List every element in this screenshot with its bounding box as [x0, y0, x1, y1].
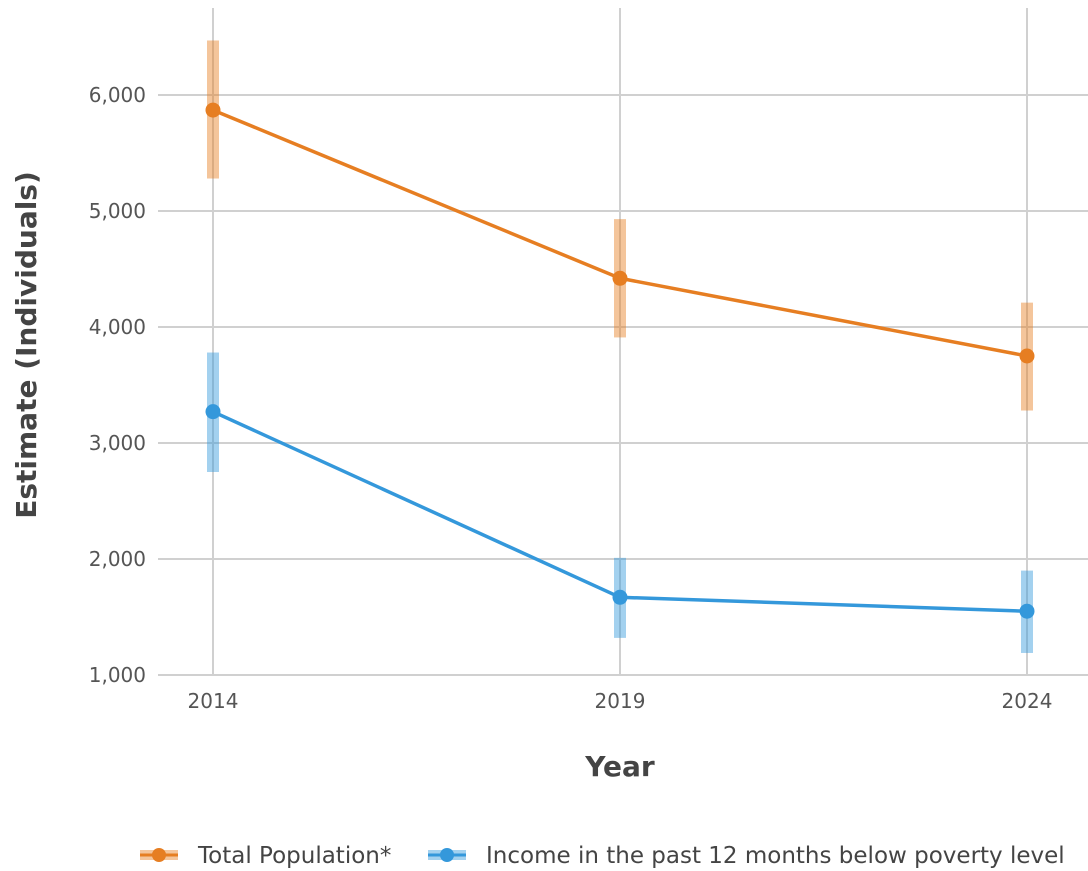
legend-item-below-poverty: Income in the past 12 months below pover… — [428, 843, 1065, 869]
y-tick-labels: 1,000 2,000 3,000 4,000 5,000 6,000 — [89, 83, 146, 687]
x-tick-label-2019: 2019 — [595, 689, 646, 713]
legend-swatch-marker-below-poverty — [440, 848, 454, 862]
y-tick-label-4000: 4,000 — [89, 315, 146, 339]
data-points — [205, 102, 1035, 619]
x-tick-labels: 2014 2019 2024 — [188, 689, 1053, 713]
point-below-poverty-2014 — [205, 404, 221, 420]
x-axis-title: Year — [584, 750, 655, 783]
legend-label-total-population: Total Population* — [197, 843, 391, 869]
y-tick-label-2000: 2,000 — [89, 547, 146, 571]
legend-label-below-poverty: Income in the past 12 months below pover… — [486, 843, 1065, 869]
point-total-population-2014 — [205, 102, 221, 118]
legend-swatch-marker-total-population — [152, 848, 166, 862]
y-tick-label-6000: 6,000 — [89, 83, 146, 107]
x-tick-label-2014: 2014 — [188, 689, 239, 713]
legend: Total Population* Income in the past 12 … — [140, 843, 1065, 869]
point-total-population-2024 — [1019, 348, 1035, 364]
y-tick-label-1000: 1,000 — [89, 663, 146, 687]
y-tick-label-5000: 5,000 — [89, 199, 146, 223]
x-tick-label-2024: 2024 — [1002, 689, 1053, 713]
y-axis-title: Estimate (Individuals) — [10, 171, 43, 519]
point-total-population-2019 — [612, 270, 628, 286]
y-tick-label-3000: 3,000 — [89, 431, 146, 455]
grid-lines — [158, 8, 1088, 676]
point-below-poverty-2024 — [1019, 603, 1035, 619]
legend-item-total-population: Total Population* — [140, 843, 391, 869]
point-below-poverty-2019 — [612, 589, 628, 605]
